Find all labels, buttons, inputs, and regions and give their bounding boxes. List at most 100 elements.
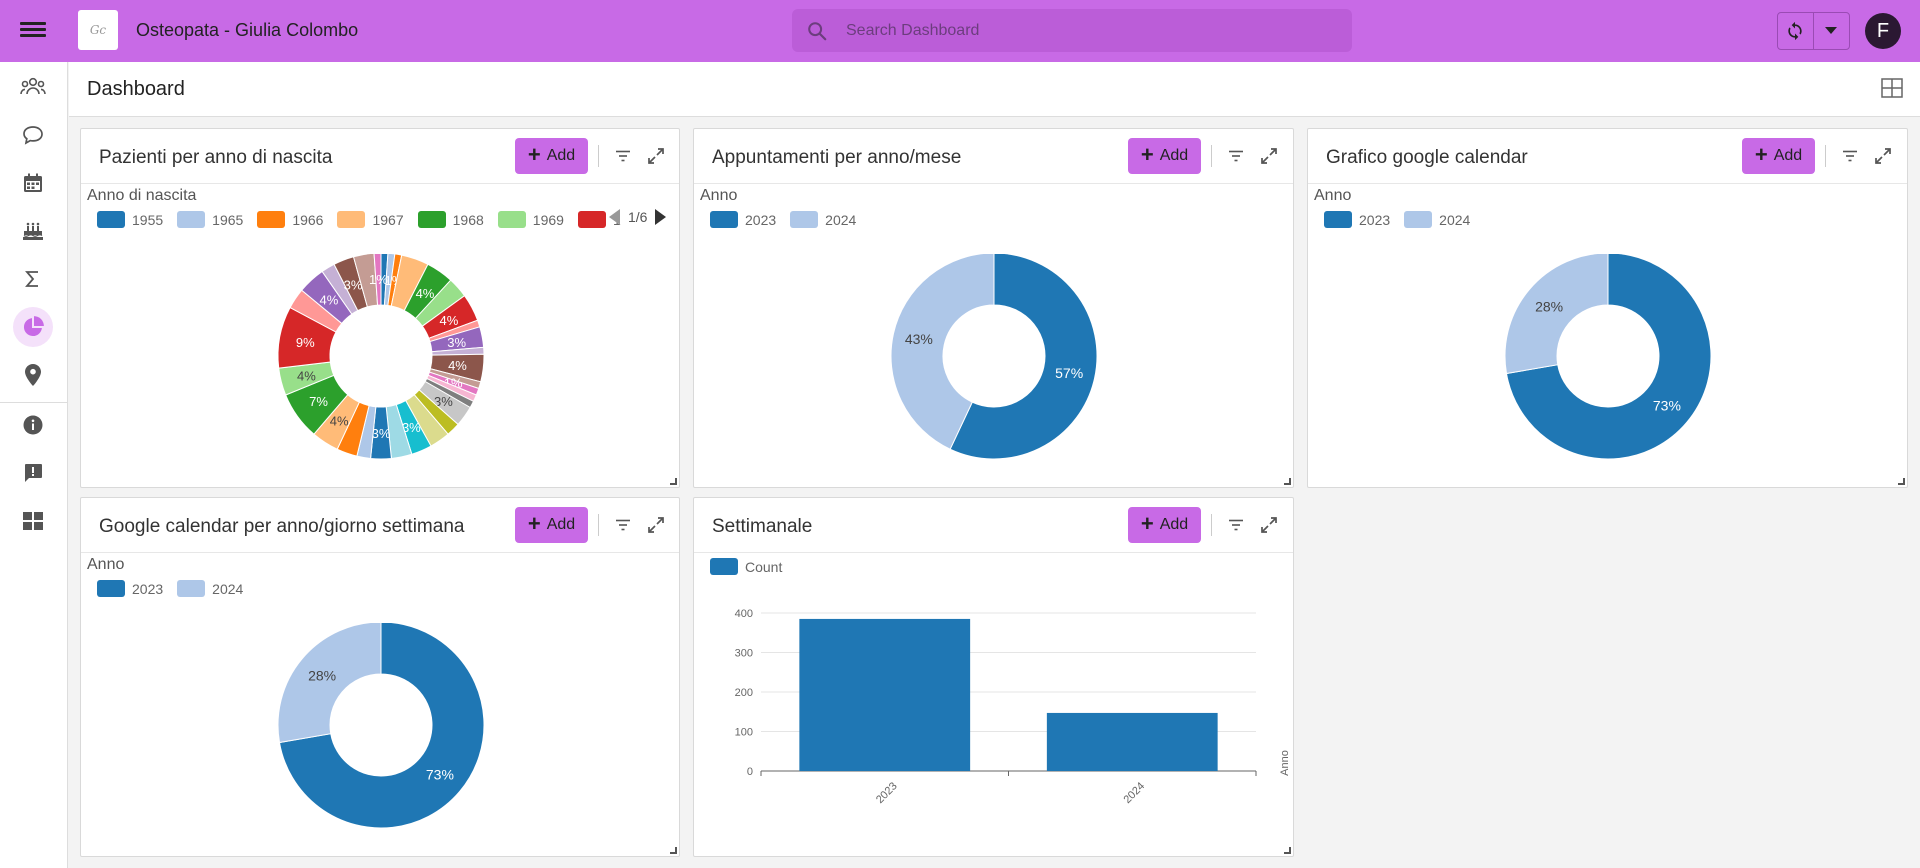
user-avatar[interactable]: F bbox=[1865, 13, 1901, 49]
slice-label: 57% bbox=[1055, 365, 1083, 381]
legend-item[interactable]: 1965 bbox=[177, 211, 243, 228]
donut-chart: 1%4%4%3%4%1%3%3%3%4%7%4%9%4%3% 1% bbox=[277, 254, 485, 460]
legend-item[interactable]: 1967 bbox=[337, 211, 404, 228]
filter-icon[interactable] bbox=[1840, 146, 1860, 166]
filter-icon[interactable] bbox=[1226, 146, 1246, 166]
add-button[interactable]: + Add bbox=[1128, 507, 1201, 543]
donut-chart: 73% 28% bbox=[277, 623, 485, 829]
legend-item[interactable]: 2024 bbox=[790, 211, 856, 228]
legend-item[interactable]: 2024 bbox=[177, 580, 243, 597]
legend-item[interactable]: 2023 bbox=[710, 211, 776, 228]
expand-icon[interactable] bbox=[1873, 146, 1893, 166]
legend-label: 1969 bbox=[532, 211, 564, 228]
legend-item[interactable]: 1955 bbox=[97, 211, 163, 228]
sidebar-item-dashboards[interactable] bbox=[13, 501, 53, 541]
slice-label: 28% bbox=[1535, 298, 1563, 314]
sidebar-item-chat[interactable] bbox=[13, 115, 53, 155]
expand-icon[interactable] bbox=[1259, 146, 1279, 166]
sidebar-item-feedback[interactable] bbox=[13, 453, 53, 493]
legend-item[interactable]: 1969 bbox=[497, 211, 564, 228]
expand-icon[interactable] bbox=[646, 146, 666, 166]
add-button[interactable]: + Add bbox=[515, 138, 588, 174]
legend-prev-icon[interactable] bbox=[609, 209, 620, 225]
expand-icon[interactable] bbox=[1259, 515, 1279, 535]
legend-next-icon[interactable] bbox=[655, 209, 667, 225]
widget-header: Pazienti per anno di nascita + Add bbox=[81, 129, 679, 184]
widget-title: Settimanale bbox=[712, 516, 813, 537]
sidebar-item-map[interactable] bbox=[13, 355, 53, 395]
add-button-label: Add bbox=[546, 516, 576, 533]
legend-swatch bbox=[710, 211, 738, 228]
slice-label: 4% bbox=[440, 313, 459, 328]
y-tick-label: 100 bbox=[735, 727, 753, 739]
chat-icon bbox=[23, 126, 43, 145]
sidebar-item-calendar[interactable] bbox=[13, 163, 53, 203]
caret-down-icon bbox=[1825, 27, 1838, 34]
add-button[interactable]: + Add bbox=[1742, 138, 1815, 174]
filter-icon[interactable] bbox=[1226, 515, 1246, 535]
search-bar bbox=[792, 9, 1352, 52]
legend-swatch bbox=[1324, 211, 1352, 228]
donut-slice[interactable] bbox=[278, 623, 485, 829]
header-separator bbox=[1211, 145, 1212, 167]
app-logo[interactable]: Gc bbox=[78, 10, 118, 50]
add-button-label: Add bbox=[1159, 516, 1189, 533]
donut-slice[interactable] bbox=[277, 623, 382, 744]
menu-icon[interactable] bbox=[20, 19, 46, 41]
legend-item[interactable]: Count bbox=[710, 558, 782, 575]
filter-icon[interactable] bbox=[613, 515, 633, 535]
legend-item[interactable]: 1968 bbox=[417, 211, 484, 228]
legend-swatch bbox=[177, 211, 206, 228]
legend-label: 2024 bbox=[212, 580, 244, 597]
sync-button[interactable] bbox=[1778, 13, 1814, 49]
chart-legend: Count bbox=[710, 558, 796, 575]
slice-label: 4% bbox=[448, 358, 467, 373]
widget-header: Grafico google calendar + Add bbox=[1308, 129, 1907, 184]
header-separator bbox=[598, 145, 599, 167]
legend-swatch bbox=[337, 211, 366, 228]
widget-title: Pazienti per anno di nascita bbox=[99, 147, 333, 168]
resize-handle[interactable] bbox=[670, 478, 677, 485]
resize-handle[interactable] bbox=[1284, 847, 1291, 854]
slice-label: 73% bbox=[1653, 398, 1681, 414]
resize-handle[interactable] bbox=[1898, 478, 1905, 485]
sidebar-item-statistics[interactable] bbox=[13, 259, 53, 299]
legend-item[interactable]: 2023 bbox=[1324, 211, 1390, 228]
legend-item[interactable]: 2023 bbox=[97, 580, 163, 597]
expand-icon[interactable] bbox=[646, 515, 666, 535]
donut-slice[interactable] bbox=[373, 254, 382, 306]
sidebar-item-birthdays[interactable] bbox=[13, 211, 53, 251]
resize-handle[interactable] bbox=[670, 847, 677, 854]
plus-icon: + bbox=[1754, 142, 1768, 167]
legend-page-indicator: 1/6 bbox=[628, 209, 648, 225]
add-button[interactable]: + Add bbox=[1128, 138, 1201, 174]
legend-item[interactable]: 2024 bbox=[1404, 211, 1470, 228]
app-title: Osteopata - Giulia Colombo bbox=[136, 20, 359, 40]
legend-item[interactable]: 1966 bbox=[257, 211, 323, 228]
donut-slice[interactable] bbox=[890, 254, 995, 450]
sidebar-item-info[interactable] bbox=[13, 405, 53, 445]
donut-chart: 73% 28% bbox=[1504, 254, 1712, 460]
donut-slice[interactable] bbox=[1504, 254, 1609, 375]
bar[interactable] bbox=[799, 618, 971, 771]
y-tick-label: 0 bbox=[747, 766, 753, 778]
bar[interactable] bbox=[1046, 712, 1218, 771]
legend-label: 1955 bbox=[132, 211, 164, 228]
slice-label: 3% bbox=[434, 394, 453, 409]
donut-slice[interactable] bbox=[1505, 254, 1712, 460]
legend-label: 2023 bbox=[132, 580, 164, 597]
add-button[interactable]: + Add bbox=[515, 507, 588, 543]
widget-title: Grafico google calendar bbox=[1326, 147, 1528, 168]
widget-settimanale: Settimanale + Add Count 0 100 200 300 400 2023… bbox=[693, 497, 1294, 857]
sidebar-item-charts[interactable] bbox=[13, 307, 53, 347]
resize-handle[interactable] bbox=[1284, 478, 1291, 485]
legend-swatch bbox=[97, 580, 125, 597]
donut-slice[interactable] bbox=[949, 254, 1098, 460]
filter-icon[interactable] bbox=[613, 146, 633, 166]
sidebar-item-patients[interactable] bbox=[13, 67, 53, 107]
add-button-label: Add bbox=[546, 147, 576, 164]
layout-grid-icon[interactable] bbox=[1881, 78, 1903, 98]
slice-label: 4% bbox=[330, 414, 349, 429]
sync-dropdown-button[interactable] bbox=[1814, 13, 1850, 49]
search-input[interactable] bbox=[846, 19, 1326, 43]
